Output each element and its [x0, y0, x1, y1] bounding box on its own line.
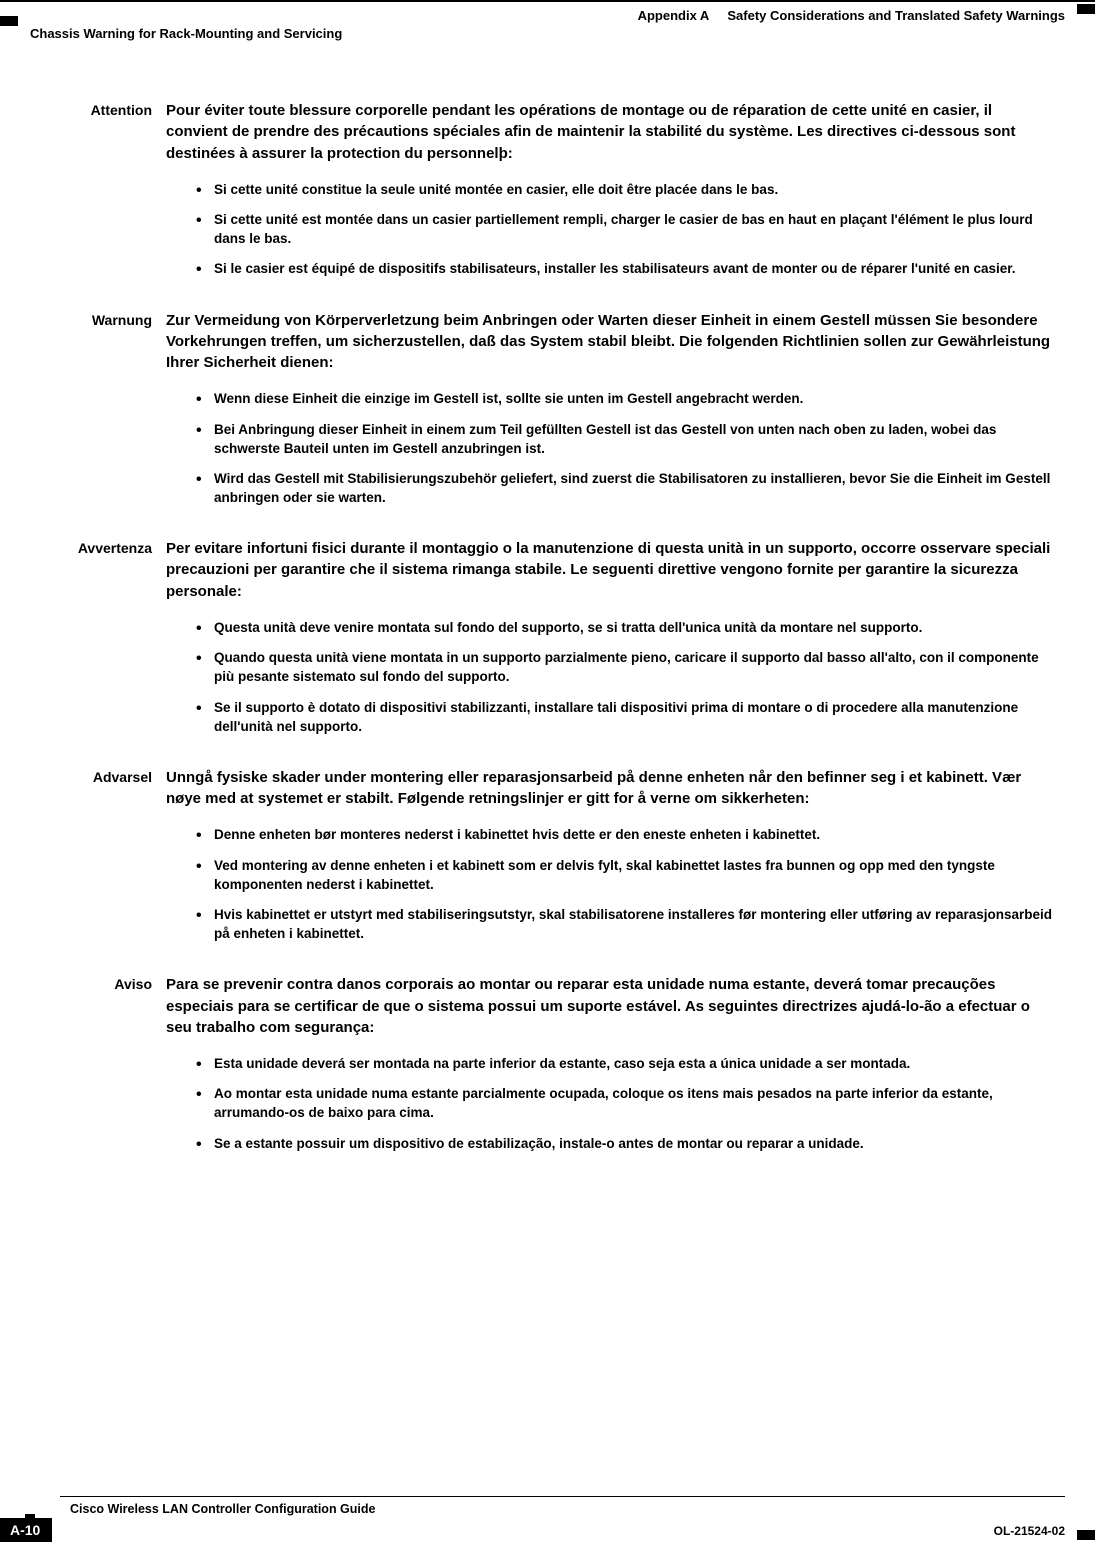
- list-item: Si cette unité est montée dans un casier…: [196, 210, 1055, 248]
- appendix-label: Appendix A: [638, 8, 710, 23]
- header-stripe-left: [0, 16, 18, 26]
- warning-warnung: Warnung Zur Vermeidung von Körperverletz…: [70, 310, 1055, 519]
- header-stripe-right: [1077, 4, 1095, 14]
- list-item: Si cette unité constitue la seule unité …: [196, 180, 1055, 199]
- warning-aviso: Aviso Para se prevenir contra danos corp…: [70, 974, 1055, 1164]
- footer-stripe-right: [1077, 1530, 1095, 1540]
- warning-avvertenza: Avvertenza Per evitare infortuni fisici …: [70, 538, 1055, 747]
- list-item: Questa unità deve venire montata sul fon…: [196, 618, 1055, 637]
- warning-label: Aviso: [70, 974, 166, 1164]
- warning-intro: Pour éviter toute blessure corporelle pe…: [166, 100, 1055, 164]
- footer-guide-title: Cisco Wireless LAN Controller Configurat…: [70, 1502, 375, 1516]
- list-item: Wenn diese Einheit die einzige im Gestel…: [196, 389, 1055, 408]
- list-item: Se il supporto è dotato di dispositivi s…: [196, 698, 1055, 736]
- list-item: Quando questa unità viene montata in un …: [196, 648, 1055, 686]
- section-title: Chassis Warning for Rack-Mounting and Se…: [30, 26, 342, 41]
- list-item: Wird das Gestell mit Stabilisierungszube…: [196, 469, 1055, 507]
- warning-label: Avvertenza: [70, 538, 166, 747]
- list-item: Bei Anbringung dieser Einheit in einem z…: [196, 420, 1055, 458]
- bullet-list: Si cette unité constitue la seule unité …: [166, 180, 1055, 279]
- bullet-list: Questa unità deve venire montata sul fon…: [166, 618, 1055, 736]
- bullet-list: Denne enheten bør monteres nederst i kab…: [166, 825, 1055, 943]
- bullet-list: Wenn diese Einheit die einzige im Gestel…: [166, 389, 1055, 507]
- list-item: Se a estante possuir um dispositivo de e…: [196, 1134, 1055, 1153]
- list-item: Ao montar esta unidade numa estante parc…: [196, 1084, 1055, 1122]
- warning-intro: Per evitare infortuni fisici durante il …: [166, 538, 1055, 602]
- list-item: Denne enheten bør monteres nederst i kab…: [196, 825, 1055, 844]
- content-area: Attention Pour éviter toute blessure cor…: [70, 100, 1055, 1184]
- document-number: OL-21524-02: [994, 1524, 1065, 1538]
- warning-intro: Zur Vermeidung von Körperverletzung beim…: [166, 310, 1055, 374]
- warning-text: Zur Vermeidung von Körperverletzung beim…: [166, 310, 1055, 519]
- warning-intro: Para se prevenir contra danos corporais …: [166, 974, 1055, 1038]
- warning-advarsel: Advarsel Unngå fysiske skader under mont…: [70, 767, 1055, 954]
- warning-text: Per evitare infortuni fisici durante il …: [166, 538, 1055, 747]
- page-header: Appendix A Safety Considerations and Tra…: [0, 0, 1095, 44]
- warning-intro: Unngå fysiske skader under montering ell…: [166, 767, 1055, 810]
- bullet-list: Esta unidade deverá ser montada na parte…: [166, 1054, 1055, 1153]
- page-number: A-10: [0, 1518, 52, 1542]
- page-footer: Cisco Wireless LAN Controller Configurat…: [0, 1496, 1095, 1548]
- appendix-title: Safety Considerations and Translated Saf…: [727, 8, 1065, 23]
- footer-rule: [60, 1496, 1065, 1497]
- warning-text: Unngå fysiske skader under montering ell…: [166, 767, 1055, 954]
- warning-text: Pour éviter toute blessure corporelle pe…: [166, 100, 1055, 290]
- warning-label: Warnung: [70, 310, 166, 519]
- list-item: Esta unidade deverá ser montada na parte…: [196, 1054, 1055, 1073]
- list-item: Ved montering av denne enheten i et kabi…: [196, 856, 1055, 894]
- list-item: Hvis kabinettet er utstyrt med stabilise…: [196, 905, 1055, 943]
- list-item: Si le casier est équipé de dispositifs s…: [196, 259, 1055, 278]
- warning-text: Para se prevenir contra danos corporais …: [166, 974, 1055, 1164]
- appendix-line: Appendix A Safety Considerations and Tra…: [638, 8, 1065, 23]
- warning-label: Attention: [70, 100, 166, 290]
- warning-label: Advarsel: [70, 767, 166, 954]
- warning-attention: Attention Pour éviter toute blessure cor…: [70, 100, 1055, 290]
